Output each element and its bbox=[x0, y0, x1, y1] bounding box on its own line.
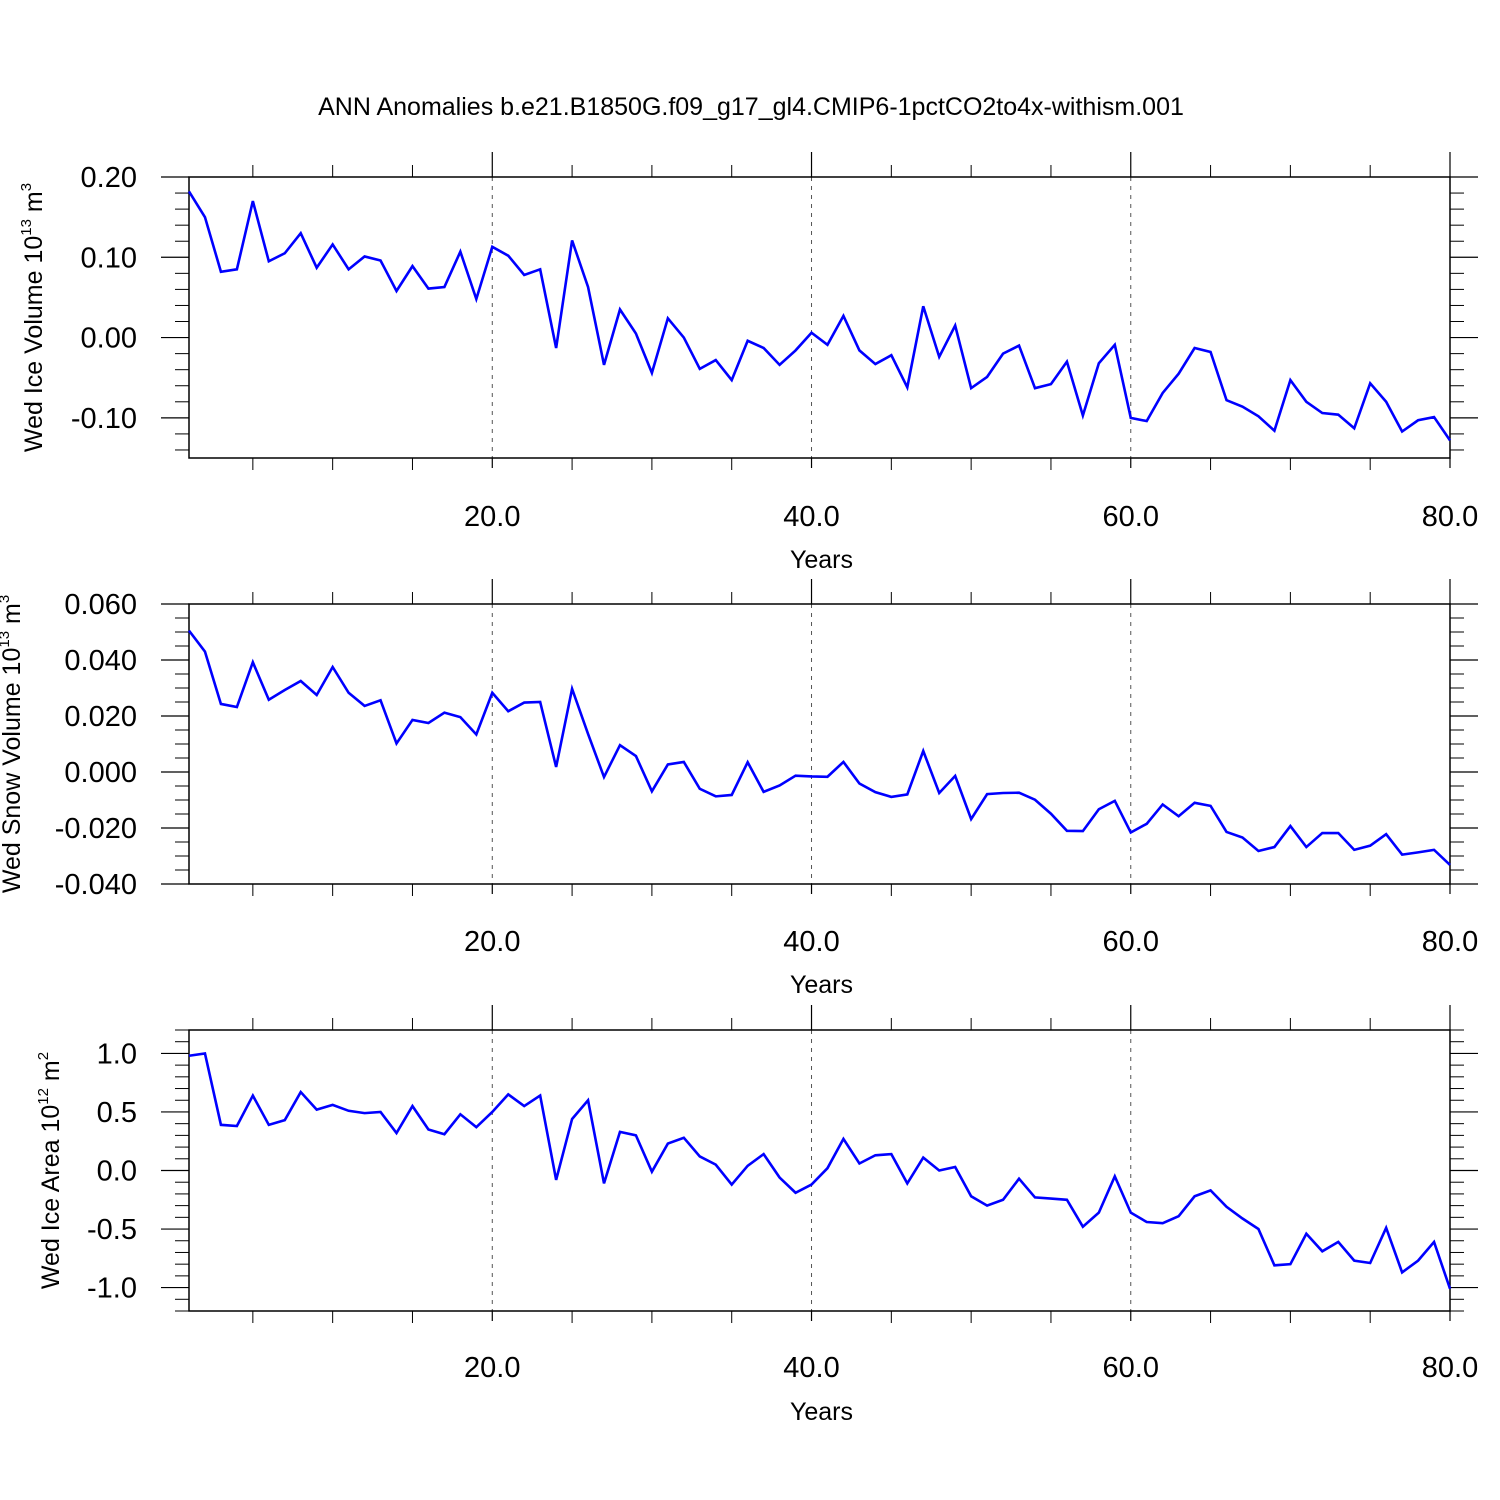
x-tick-label: 60.0 bbox=[1103, 1352, 1159, 1384]
x-axis-title: Years bbox=[790, 546, 853, 574]
x-axis-title: Years bbox=[790, 971, 853, 999]
x-tick-label: 40.0 bbox=[783, 501, 839, 533]
y-tick-label: 0.0 bbox=[97, 1156, 137, 1188]
panels: 20.0 40.0 60.0 80.0 Years -0.10 0.00 0.10 0.20 We… bbox=[0, 152, 1478, 1426]
y-tick-label: 0.040 bbox=[64, 645, 137, 677]
y-tick-label: 0.00 bbox=[81, 323, 137, 355]
y-tick-label: 0.10 bbox=[81, 242, 137, 274]
y-tick-label: -0.5 bbox=[87, 1214, 137, 1246]
series-line bbox=[188, 1051, 1452, 1290]
plot-frame bbox=[188, 176, 1451, 459]
chart-title: ANN Anomalies b.e21.B1850G.f09_g17_gl4.C… bbox=[318, 93, 1184, 121]
series-line bbox=[187, 629, 1451, 866]
x-tick-label: 60.0 bbox=[1103, 501, 1159, 533]
x-tick-label: 40.0 bbox=[783, 1352, 839, 1384]
plot-frame bbox=[188, 603, 1451, 885]
y-tick-label: -1.0 bbox=[87, 1273, 137, 1305]
x-tick-label: 60.0 bbox=[1103, 926, 1159, 958]
x-tick-label: 20.0 bbox=[464, 501, 520, 533]
x-tick-label: 40.0 bbox=[783, 926, 839, 958]
y-tick-label: 0.020 bbox=[64, 701, 137, 733]
x-tick-label: 20.0 bbox=[464, 926, 520, 958]
x-tick-label: 80.0 bbox=[1422, 1352, 1478, 1384]
y-axis-title: Wed Ice Volume 1013 m3 bbox=[18, 183, 48, 452]
x-tick-label: 80.0 bbox=[1422, 501, 1478, 533]
series-line bbox=[187, 190, 1452, 442]
chart-panel-3: 20.0 40.0 60.0 80.0 Years -1.0 -0.5 0.0 0.5 1.0 We… bbox=[35, 1005, 1478, 1426]
y-tick-label: 1.0 bbox=[97, 1038, 137, 1070]
y-axis-title: Wed Ice Area 1012 m2 bbox=[35, 1052, 65, 1289]
y-tick-label: -0.040 bbox=[55, 869, 137, 901]
chart-panel-2: 20.0 40.0 60.0 80.0 Years -0.040 -0.020 0.000 0.… bbox=[0, 579, 1478, 999]
y-tick-label: 0.000 bbox=[64, 757, 137, 789]
y-tick-label: -0.10 bbox=[71, 403, 137, 435]
x-tick-label: 20.0 bbox=[464, 1352, 520, 1384]
y-axis-title: Wed Snow Volume 1013 m3 bbox=[0, 595, 26, 893]
chart-panel-1: 20.0 40.0 60.0 80.0 Years -0.10 0.00 0.10 0.20 We… bbox=[18, 152, 1478, 574]
x-tick-label: 80.0 bbox=[1422, 926, 1478, 958]
y-tick-label: 0.5 bbox=[97, 1097, 137, 1129]
y-tick-label: -0.020 bbox=[55, 813, 137, 845]
y-tick-label: 0.20 bbox=[81, 162, 137, 194]
y-tick-label: 0.060 bbox=[64, 589, 137, 621]
plot-frame bbox=[188, 1029, 1451, 1312]
x-axis-title: Years bbox=[790, 1398, 853, 1426]
